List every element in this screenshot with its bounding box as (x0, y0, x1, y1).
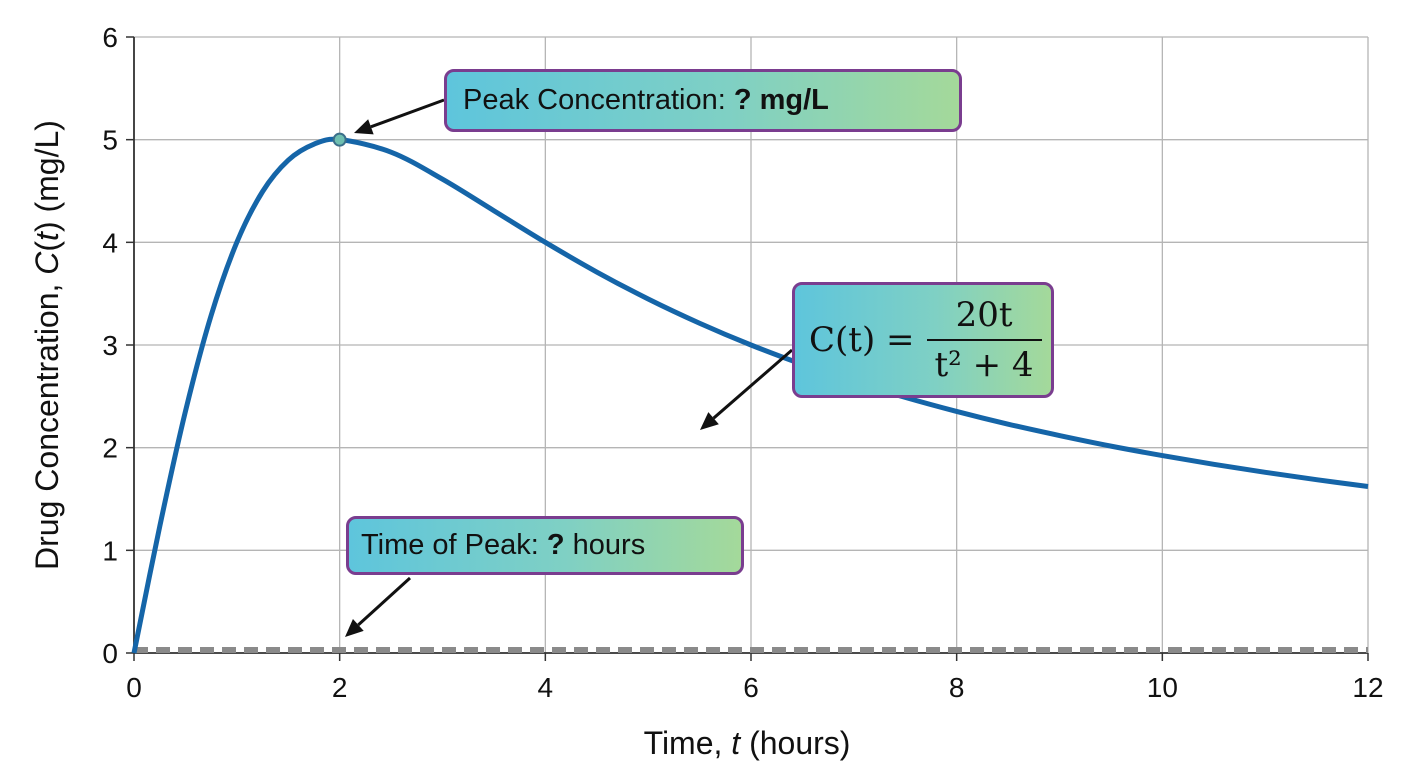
peak-point (332, 132, 347, 147)
y-axis-title: Drug Concentration, C(t) (mg/L) (29, 120, 65, 570)
arrow-shaft (370, 98, 445, 129)
arrow-head (700, 412, 719, 430)
x-tick-label: 12 (1352, 672, 1383, 703)
arrow-to-time (345, 576, 412, 637)
y-tick-label: 0 (102, 638, 118, 669)
x-axis-title: Time, t (hours) (644, 725, 851, 761)
y-tick-label: 1 (102, 535, 118, 566)
series-line (131, 136, 1369, 654)
annotation-arrows (345, 98, 793, 637)
formula-callout: C(t) = 20t t² + 4 (792, 282, 1054, 398)
arrow-to-peak (354, 98, 445, 135)
time-of-peak-callout: Time of Peak: ? hours (346, 516, 744, 575)
x-tick-label: 4 (538, 672, 554, 703)
formula-fraction: 20t t² + 4 (926, 295, 1042, 385)
time-callout-label: Time of Peak: (361, 529, 547, 561)
arrow-shaft (357, 576, 412, 627)
time-callout-value: ? (546, 529, 565, 561)
peak-callout-label: Peak Concentration: (463, 84, 734, 116)
y-tick-label: 4 (102, 227, 118, 258)
x-tick-label: 6 (743, 672, 759, 703)
y-tick-label: 6 (102, 22, 118, 53)
time-callout-unit: hours (564, 529, 646, 561)
x-tick-label: 0 (126, 672, 142, 703)
formula-denominator: t² + 4 (926, 339, 1042, 385)
y-tick-label: 2 (102, 433, 118, 464)
arrow-head (354, 119, 374, 135)
grid (133, 36, 1369, 654)
peak-concentration-callout: Peak Concentration: ? mg/L (444, 69, 962, 132)
x-tick-label: 8 (949, 672, 965, 703)
x-tick-label: 2 (332, 672, 348, 703)
arrow-shaft (712, 348, 793, 420)
x-tick-label: 10 (1147, 672, 1178, 703)
peak-callout-value: ? mg/L (733, 84, 829, 116)
formula-lhs: C(t) = (809, 320, 915, 360)
arrow-to-curve (700, 348, 793, 430)
arrow-head (345, 618, 364, 637)
y-tick-label: 3 (102, 330, 118, 361)
y-tick-label: 5 (102, 125, 118, 156)
formula-numerator: 20t (955, 295, 1013, 335)
